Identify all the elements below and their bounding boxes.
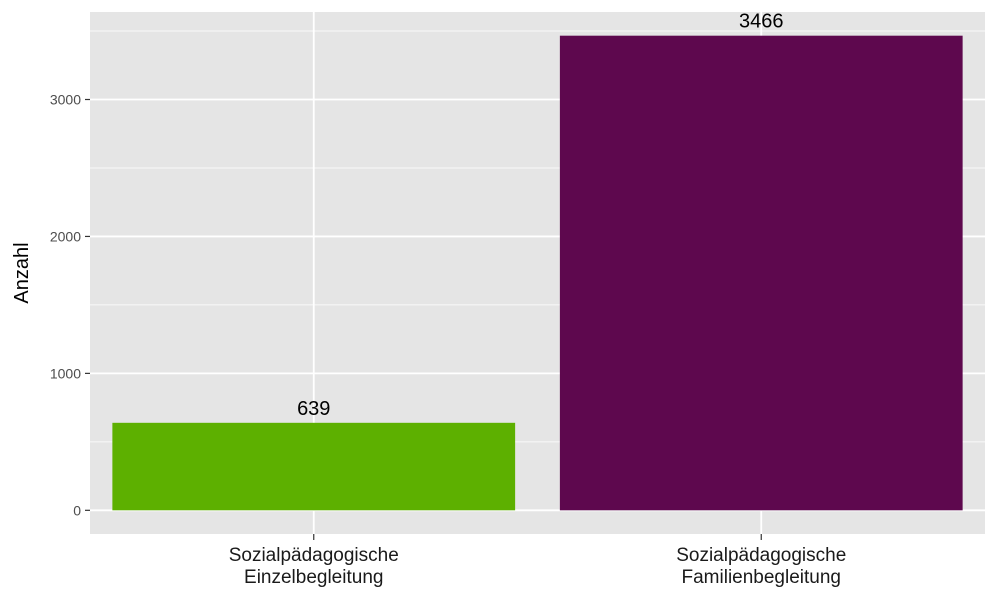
y-tick-label: 3000 <box>50 92 81 108</box>
y-tick-label: 2000 <box>50 228 81 244</box>
y-tick-label: 0 <box>73 502 81 518</box>
data-label: 3466 <box>739 11 784 33</box>
bar <box>559 35 963 511</box>
data-label: 639 <box>297 398 330 420</box>
data-labels: 639 3466 <box>297 11 783 420</box>
y-tick-label: 1000 <box>50 365 81 381</box>
y-axis: 0 1000 2000 3000 <box>50 92 90 518</box>
x-tick-label: Sozialpädagogische Einzelbegleitung <box>229 545 399 588</box>
x-axis: Sozialpädagogische Einzelbegleitung Sozial… <box>229 534 846 588</box>
bar <box>112 422 516 511</box>
bars <box>112 35 963 511</box>
y-axis-title: Anzahl <box>11 242 33 303</box>
x-tick-label: Sozialpädagogische Familienbegleitung <box>676 545 846 588</box>
